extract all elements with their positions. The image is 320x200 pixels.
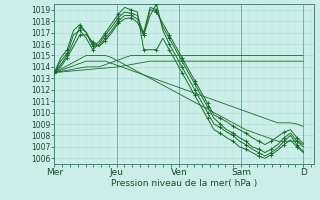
X-axis label: Pression niveau de la mer( hPa ): Pression niveau de la mer( hPa ) (111, 179, 257, 188)
